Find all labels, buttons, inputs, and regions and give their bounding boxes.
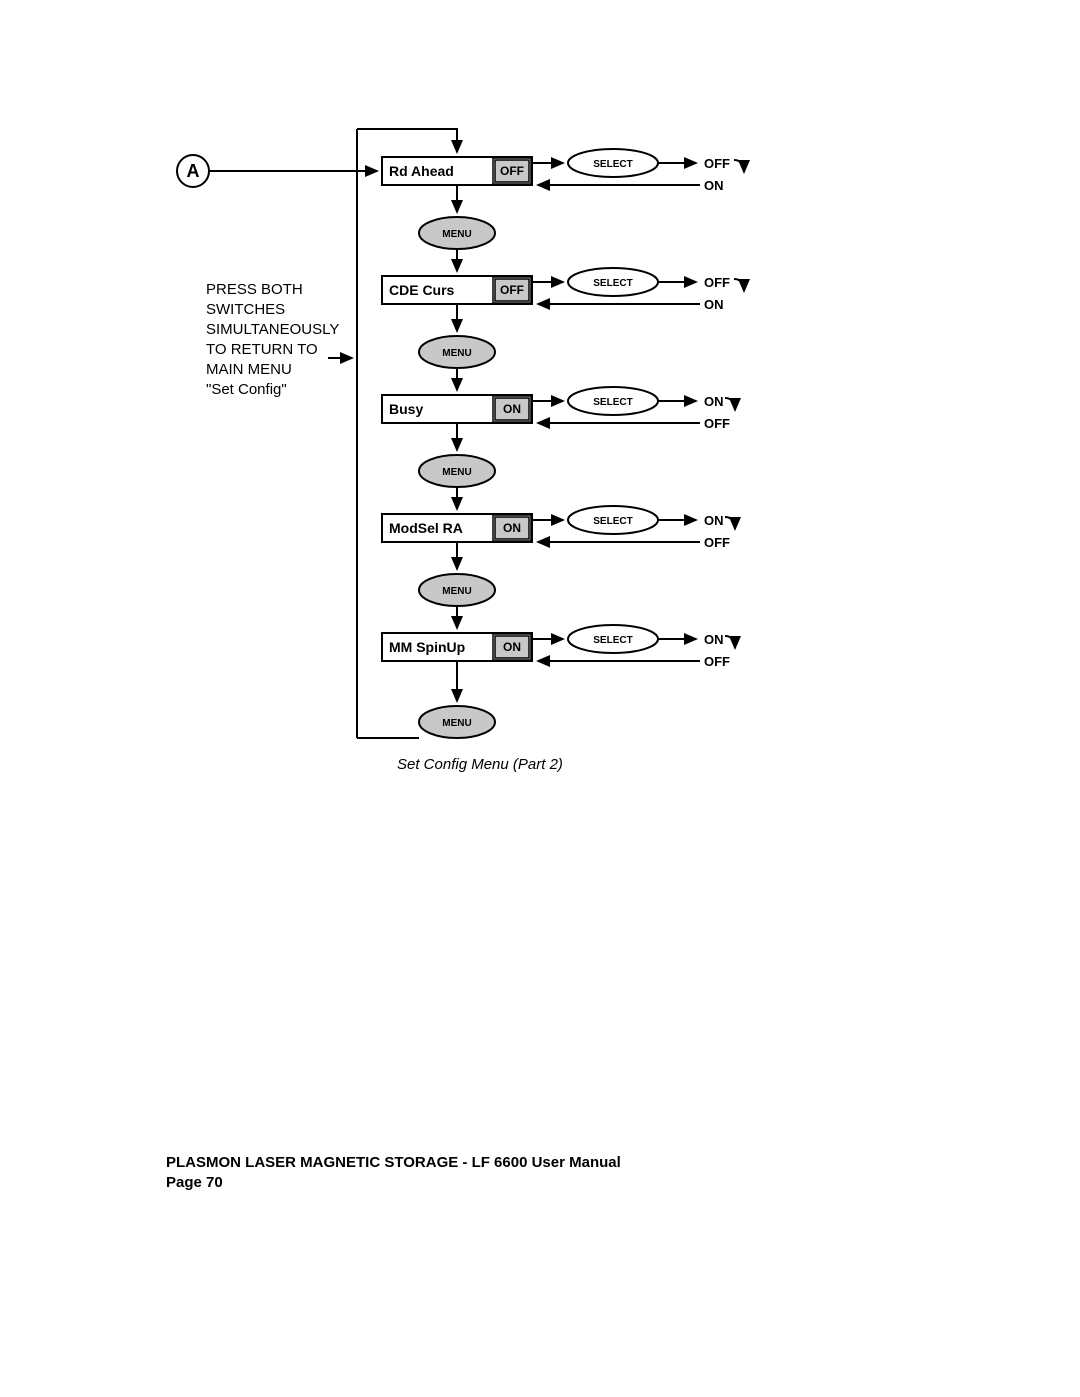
return-bus-to-first <box>357 129 457 152</box>
select-label: SELECT <box>593 159 632 170</box>
menu-label: MENU <box>442 586 471 597</box>
toggle-curve <box>734 279 744 291</box>
footer-line-2: Page 70 <box>166 1174 223 1191</box>
flowchart-svg: A PRESS BOTH SWITCHES SIMULTANEOUSLY TO RETU… <box>0 0 1080 1397</box>
state-text: OFF <box>500 164 524 178</box>
state-text: ON <box>503 640 521 654</box>
option-1: ON <box>704 513 724 528</box>
config-label: Rd Ahead <box>389 163 454 179</box>
config-label: MM SpinUp <box>389 639 465 655</box>
caption: Set Config Menu (Part 2) <box>397 756 563 773</box>
instruction-line: TO RETURN TO <box>206 341 318 358</box>
option-1: OFF <box>704 275 730 290</box>
option-2: OFF <box>704 535 730 550</box>
instruction-line: MAIN MENU <box>206 361 292 378</box>
option-1: ON <box>704 632 724 647</box>
footer-line-1: PLASMON LASER MAGNETIC STORAGE - LF 6600… <box>166 1154 621 1171</box>
menu-label: MENU <box>442 229 471 240</box>
state-text: ON <box>503 521 521 535</box>
config-label: ModSel RA <box>389 520 463 536</box>
option-2: ON <box>704 297 724 312</box>
config-label: Busy <box>389 401 423 417</box>
menu-label: MENU <box>442 467 471 478</box>
state-text: ON <box>503 402 521 416</box>
connector-a-label: A <box>187 161 200 181</box>
menu-label: MENU <box>442 348 471 359</box>
config-label: CDE Curs <box>389 282 455 298</box>
toggle-curve <box>725 398 735 410</box>
select-label: SELECT <box>593 635 632 646</box>
instruction-line: SIMULTANEOUSLY <box>206 321 339 338</box>
option-1: OFF <box>704 156 730 171</box>
select-label: SELECT <box>593 397 632 408</box>
select-label: SELECT <box>593 278 632 289</box>
option-2: OFF <box>704 654 730 669</box>
menu-label: MENU <box>442 718 471 729</box>
instruction-line: SWITCHES <box>206 301 285 318</box>
instruction-line: "Set Config" <box>206 381 287 398</box>
toggle-curve <box>725 517 735 529</box>
instruction-line: PRESS BOTH <box>206 281 303 298</box>
option-2: ON <box>704 178 724 193</box>
option-2: OFF <box>704 416 730 431</box>
select-label: SELECT <box>593 516 632 527</box>
state-text: OFF <box>500 283 524 297</box>
toggle-curve <box>734 160 744 172</box>
toggle-curve <box>725 636 735 648</box>
option-1: ON <box>704 394 724 409</box>
